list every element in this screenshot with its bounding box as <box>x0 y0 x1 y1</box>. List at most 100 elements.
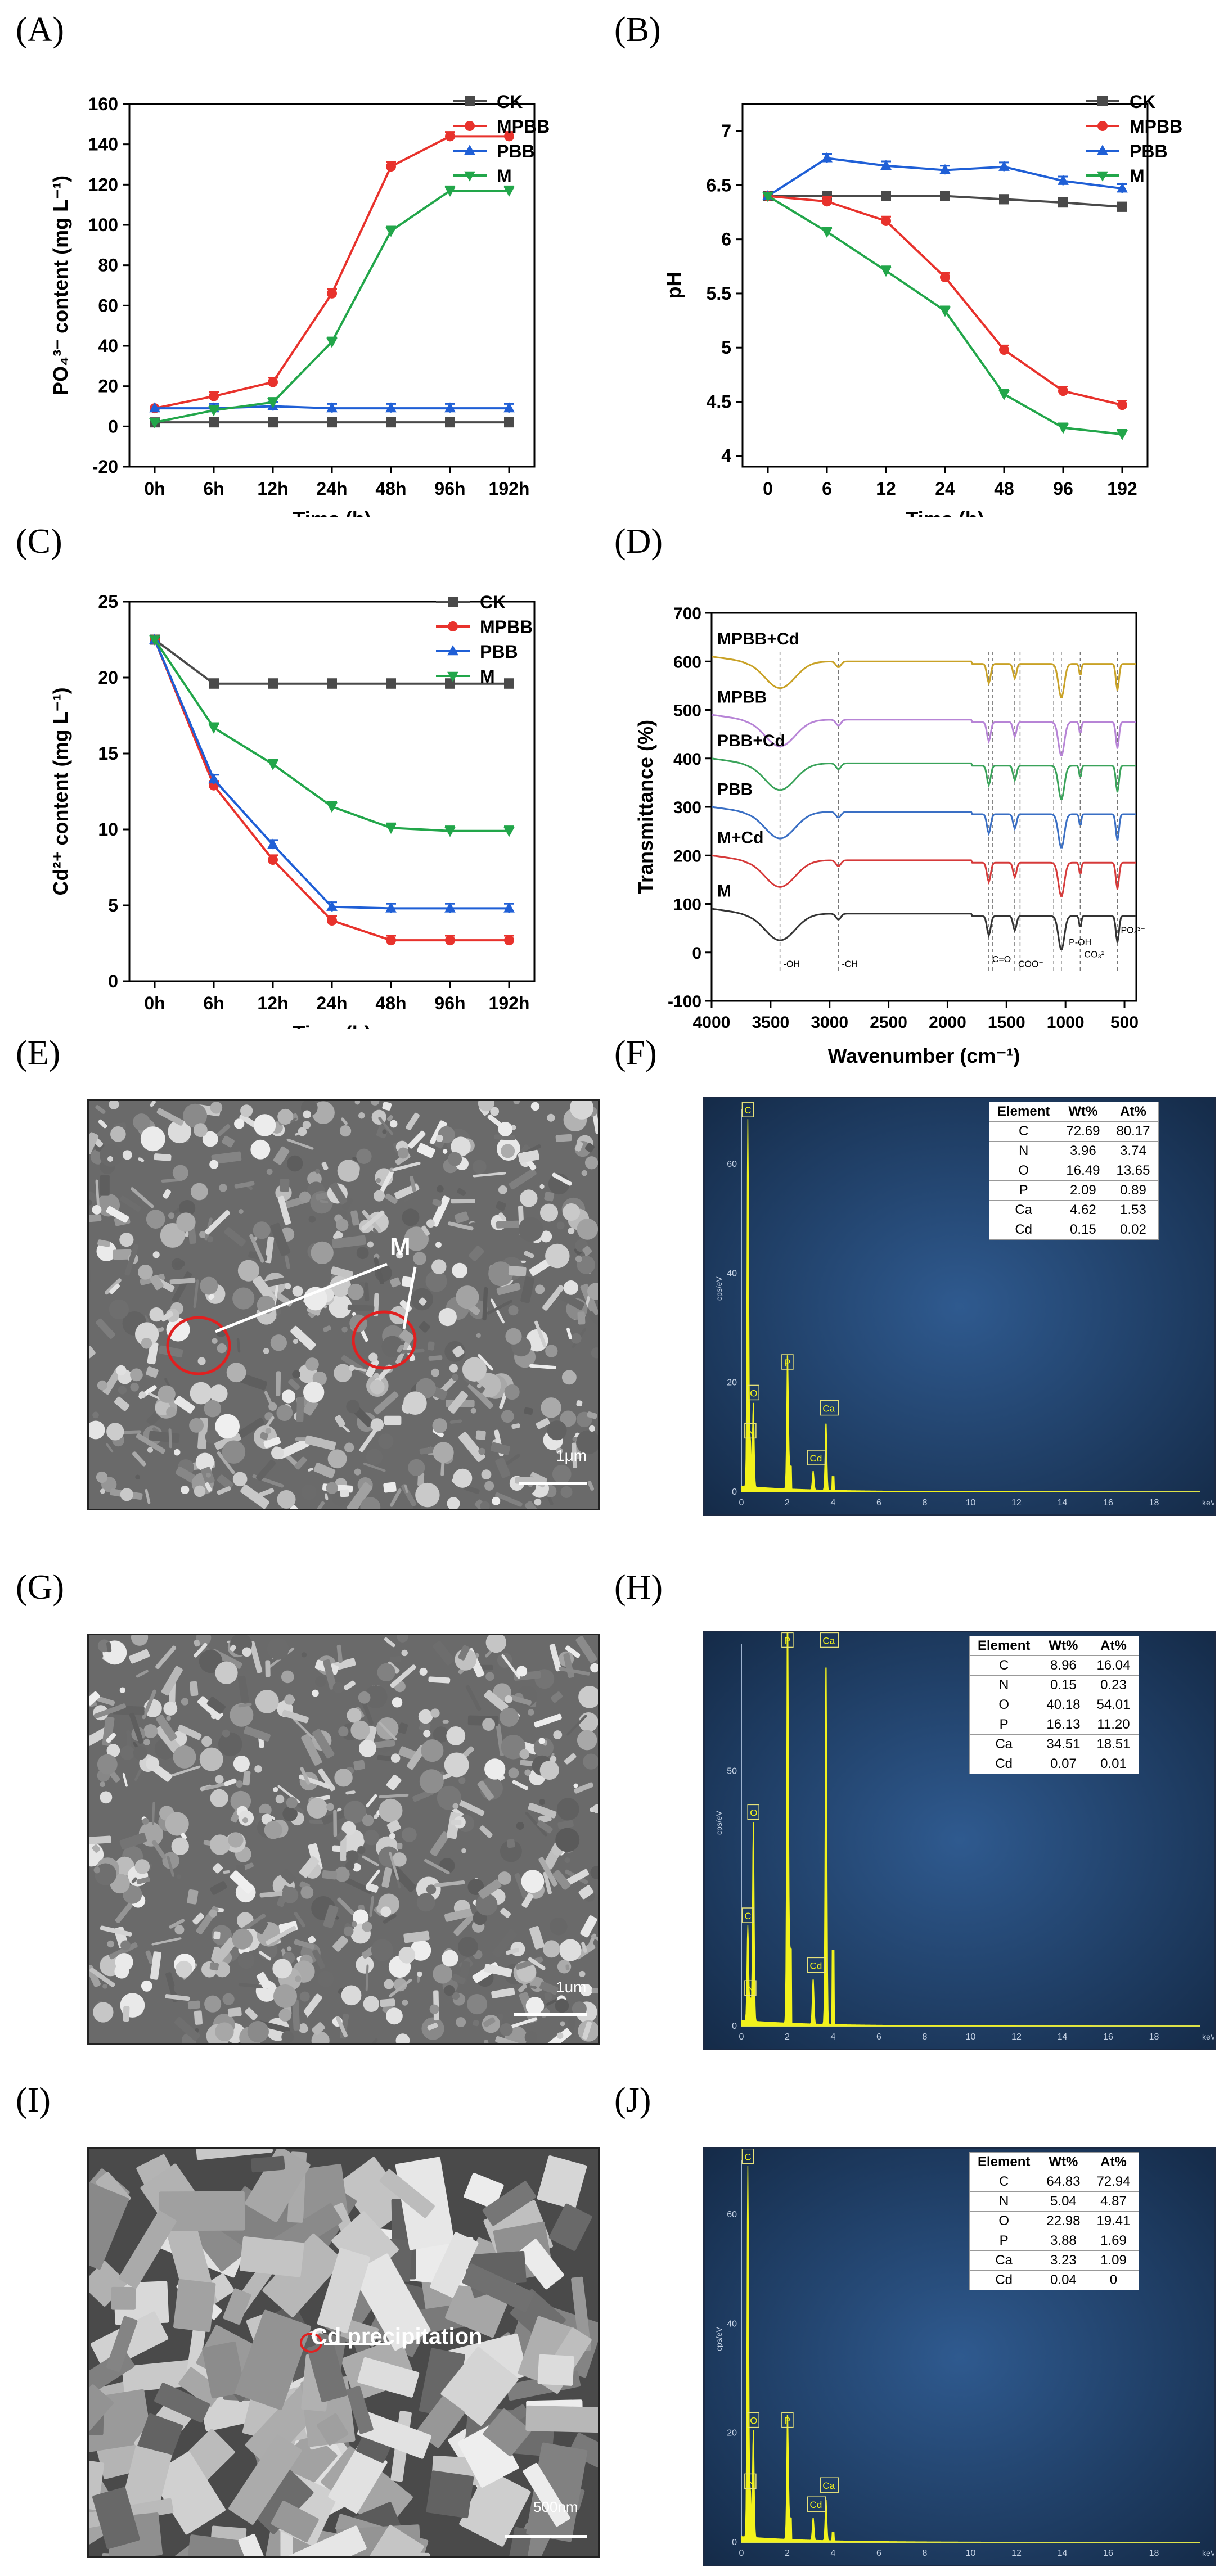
eds-table-cell: 72.69 <box>1058 1121 1109 1142</box>
eds-spectrum <box>741 2166 1200 2543</box>
sem-grain <box>204 1400 222 1418</box>
eds-peak-box <box>807 1957 826 1973</box>
data-point <box>940 191 950 201</box>
sem-particle <box>312 1949 325 1969</box>
sem-particle <box>92 1844 101 1853</box>
eds-y-tick-label: 0 <box>732 1487 737 1497</box>
sem-grain <box>564 1857 570 1864</box>
sem-particle <box>484 1690 509 1712</box>
sem-grain <box>570 1101 594 1120</box>
sem-grain <box>142 1817 149 1825</box>
sem-particle <box>559 1667 591 1676</box>
sem-particle <box>192 1912 204 1925</box>
sem-grain <box>347 1708 362 1723</box>
data-point <box>327 288 337 299</box>
sem-grain <box>116 1365 127 1376</box>
sem-particle <box>239 2236 304 2277</box>
eds-table-cell: O <box>988 1161 1059 1181</box>
eds-x-tick-label: 10 <box>966 2032 976 2042</box>
sem-particle <box>501 1654 520 1679</box>
sem-grain <box>373 1190 385 1202</box>
sem-grain <box>162 1852 179 1869</box>
legend-marker <box>465 121 475 131</box>
sem-grain <box>343 1926 354 1937</box>
sem-grain <box>303 1110 312 1119</box>
eds-table-cell: 80.17 <box>1108 1121 1159 1142</box>
sem-grain <box>253 1114 276 1136</box>
x-tick-label: 12h <box>257 479 288 499</box>
data-point <box>208 773 219 784</box>
x-tick-label: 192h <box>489 479 530 499</box>
sem-grain <box>303 1382 325 1403</box>
sem-particle <box>242 1770 251 1786</box>
sem-grain <box>119 1233 134 1247</box>
sem-grain <box>590 1663 598 1673</box>
sem-grain <box>276 1405 293 1421</box>
sem-grain <box>236 1780 243 1788</box>
sem-particle <box>271 2500 319 2543</box>
sem-grain <box>540 1230 552 1243</box>
sem-grain <box>292 1285 303 1297</box>
sem-particle <box>301 1993 322 2019</box>
sem-particle <box>403 1930 430 1943</box>
sem-particle <box>145 1488 151 1504</box>
sem-particle <box>187 2000 200 2010</box>
sem-particle <box>212 1937 237 1965</box>
series-ck <box>763 191 1127 212</box>
sem-particle <box>313 1462 336 1479</box>
y-tick-label: 15 <box>98 743 118 764</box>
sem-grain <box>176 1874 182 1879</box>
sem-particle <box>177 1725 202 1740</box>
data-point <box>940 272 950 283</box>
sem-particle <box>106 1641 112 1653</box>
sem-grain <box>476 1333 481 1338</box>
sem-grain <box>89 1199 93 1206</box>
eds-peak-label: C <box>744 2151 751 2162</box>
sem-particle <box>312 2022 325 2036</box>
legend-marker <box>448 597 458 607</box>
sem-particle <box>106 2316 138 2372</box>
sem-grain <box>237 1260 260 1282</box>
sem-grain <box>305 1357 319 1371</box>
sem-particle <box>373 1293 379 1317</box>
sem-particle <box>292 1999 300 2031</box>
sem-particle <box>353 1760 366 1771</box>
sem-grain <box>560 1410 577 1427</box>
y-tick-label: 0 <box>108 971 118 991</box>
legend-label: CK <box>480 592 506 612</box>
eds-table-cell: 4.62 <box>1058 1200 1109 1220</box>
sem-grain <box>540 1203 559 1222</box>
y-tick-label: 5 <box>108 895 118 915</box>
sem-grain <box>524 2031 538 2043</box>
sem-grain <box>222 1993 235 2005</box>
sem-particle <box>331 1235 366 1249</box>
eds-table-cell: 0.02 <box>1108 1220 1159 1240</box>
eds-x-tick-label: 18 <box>1149 2032 1159 2042</box>
sem-particle <box>523 2462 570 2527</box>
sem-particle <box>238 1983 268 1989</box>
sem-grain <box>210 1789 228 1807</box>
panel-label-e: (E) <box>16 1034 61 1072</box>
sem-particle <box>317 2248 370 2334</box>
sem-particle <box>276 1371 281 1396</box>
sem-particle <box>373 1257 384 1284</box>
sem-grain <box>437 1185 444 1193</box>
legend-label: PBB <box>480 642 518 662</box>
data-point <box>1058 174 1069 185</box>
data-point <box>267 760 278 770</box>
y-tick-label: -20 <box>92 457 118 477</box>
sem-grain <box>141 1980 152 1992</box>
sem-image-i: Cd precipitation 500nm <box>87 2147 600 2558</box>
sem-grain <box>314 1676 326 1688</box>
sem-particle <box>95 1179 100 1210</box>
sem-particle <box>330 1266 353 1279</box>
sem-grain <box>326 1482 338 1494</box>
sem-grain <box>572 1436 577 1442</box>
eds-peak-label: C <box>744 1105 751 1116</box>
y-tick-label: 5.5 <box>707 283 731 304</box>
sem-particle <box>507 1694 532 1706</box>
data-point <box>444 402 456 413</box>
sem-grain <box>462 1357 487 1382</box>
y-axis-label: PO₄³⁻ content (mg L⁻¹) <box>49 175 72 395</box>
sem-grain <box>384 1979 394 1989</box>
